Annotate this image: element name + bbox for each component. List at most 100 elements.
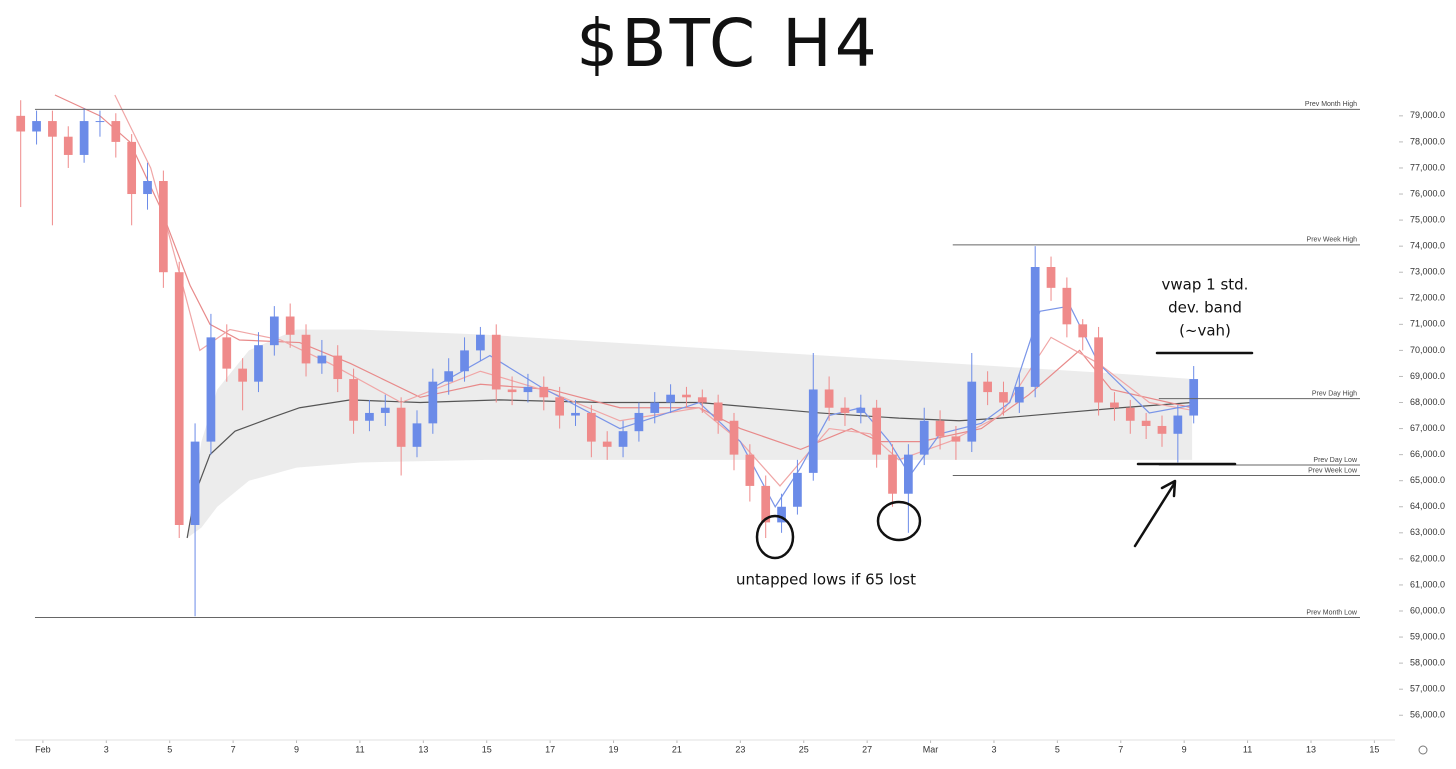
std-dev-band (187, 329, 1193, 539)
annotation-circle (755, 514, 795, 560)
candle-body (159, 181, 168, 273)
y-tick-label: 62,000.0 (1410, 553, 1445, 563)
candle-body (380, 407, 390, 413)
candle-body (856, 407, 866, 413)
x-tick-label: Mar (923, 744, 939, 754)
x-tick-label: 15 (1369, 744, 1379, 754)
candle-body (1110, 402, 1119, 408)
candle-body (1125, 407, 1135, 421)
annotation-circle (876, 500, 922, 542)
chart-title: $BTC H4 (576, 5, 879, 82)
x-tick-label: 23 (735, 744, 745, 754)
candle-body (555, 397, 565, 416)
candle-body (761, 485, 771, 523)
y-tick-label: 78,000.0 (1410, 136, 1445, 146)
candle-body (143, 181, 152, 195)
x-tick-label: 17 (545, 744, 555, 754)
candle-body (349, 379, 358, 421)
candle-body (808, 389, 818, 473)
annotation: vwap 1 std. (1162, 276, 1249, 294)
candle-body (460, 350, 469, 372)
y-tick-label: 77,000.0 (1410, 162, 1445, 172)
candle-body (872, 407, 882, 455)
candle-body (63, 136, 73, 155)
candle-body (1173, 415, 1183, 434)
overlay-line (54, 94, 1193, 451)
candle-body (1189, 379, 1199, 416)
level-label: Prev Month Low (1306, 609, 1358, 616)
y-tick-label: 79,000.0 (1410, 110, 1445, 120)
candle-body (1014, 386, 1024, 403)
y-tick-label: 71,000.0 (1410, 319, 1445, 329)
candle-body (285, 316, 295, 335)
candle-body (634, 412, 644, 432)
candle-body (951, 436, 961, 442)
x-tick-label: 5 (167, 744, 172, 754)
candle-body (999, 392, 1008, 403)
candle-body (301, 334, 311, 364)
candle-body (206, 337, 216, 442)
candle-body (697, 397, 707, 403)
candle-body (32, 121, 41, 132)
candle-body (16, 115, 26, 132)
y-tick-label: 67,000.0 (1410, 423, 1445, 433)
x-tick-label: 5 (1055, 744, 1060, 754)
candle-body (507, 389, 517, 393)
candle-body (967, 381, 977, 442)
x-tick-label: 27 (862, 744, 872, 754)
candle-body (444, 371, 454, 382)
candle-body (333, 355, 343, 380)
y-tick-label: 76,000.0 (1410, 188, 1445, 198)
level-label: Prev Month High (1305, 101, 1357, 108)
candle-body (729, 420, 739, 455)
y-tick-label: 73,000.0 (1410, 267, 1445, 277)
y-tick-label: 58,000.0 (1410, 657, 1445, 667)
candle-body (111, 121, 121, 142)
candle-body (1141, 420, 1151, 426)
candle-body (254, 345, 263, 382)
candle-body (745, 454, 755, 486)
x-tick-label: 25 (799, 744, 809, 754)
candle-body (777, 506, 786, 523)
candle-body (79, 121, 89, 155)
y-tick-label: 61,000.0 (1410, 579, 1445, 589)
candle-body (571, 412, 580, 416)
x-tick-label: 9 (1182, 744, 1187, 754)
y-tick-label: 66,000.0 (1410, 449, 1445, 459)
x-tick-label: 11 (355, 744, 364, 754)
candle-body (840, 407, 850, 413)
band-layer (187, 329, 1193, 539)
x-tick-label: 13 (418, 744, 428, 754)
x-tick-label: 9 (294, 744, 299, 754)
x-tick-label: 7 (1118, 744, 1123, 754)
candle-body (650, 402, 660, 413)
candle-body (190, 441, 200, 525)
y-tick-label: 72,000.0 (1410, 293, 1445, 303)
x-tick-label: Feb (35, 744, 51, 754)
y-tick-label: 75,000.0 (1410, 214, 1445, 224)
candle-body (269, 316, 279, 346)
candle-body (888, 454, 897, 494)
candle-body (95, 121, 105, 123)
candle-body (539, 386, 549, 398)
candle-body (824, 389, 834, 408)
y-tick-label: 64,000.0 (1410, 501, 1445, 511)
y-tick-label: 70,000.0 (1410, 345, 1445, 355)
candle-body (317, 355, 327, 364)
candle-body (1157, 425, 1167, 434)
y-tick-label: 69,000.0 (1410, 371, 1445, 381)
x-tick-label: 3 (104, 744, 109, 754)
axis-layer: 56,000.0 57,000.0 58,000.0 59,000.0 60,000.0… (34, 101, 1445, 754)
level-label: Prev Day High (1312, 390, 1357, 397)
candle-body (428, 381, 438, 424)
y-tick-label: 56,000.0 (1410, 710, 1445, 720)
y-tick-label: 74,000.0 (1410, 241, 1445, 251)
candle-body (904, 454, 913, 494)
settings-icon[interactable] (1418, 745, 1428, 755)
candle-body (1094, 337, 1103, 403)
y-tick-label: 57,000.0 (1410, 684, 1445, 694)
annotation-arrow (1133, 479, 1177, 548)
candle-body (238, 368, 247, 382)
